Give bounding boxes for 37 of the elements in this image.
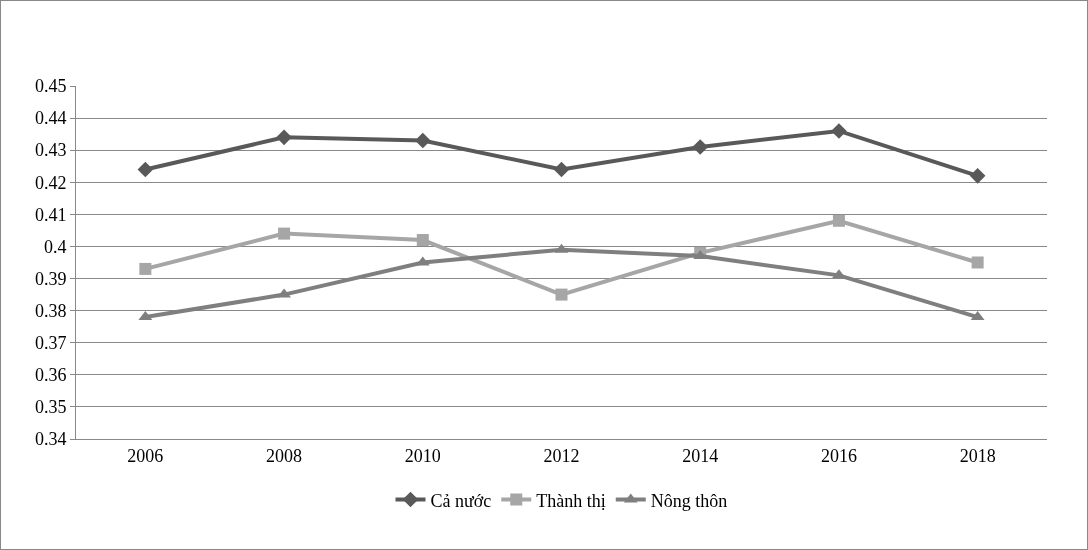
x-tick-label: 2016 — [820, 445, 857, 466]
x-tick-label: 2014 — [682, 445, 719, 466]
point — [832, 269, 846, 279]
legend-label: Cả nước — [430, 490, 492, 511]
legend-label: Nông thôn — [650, 490, 728, 511]
point — [831, 123, 847, 139]
point — [414, 132, 431, 149]
y-tick-label: 0.36 — [34, 365, 67, 386]
point — [971, 256, 984, 269]
x-tick-label: 2006 — [127, 445, 164, 466]
legend-label: Thành thị — [536, 490, 606, 511]
point — [139, 262, 152, 275]
y-tick-label: 0.41 — [34, 204, 67, 225]
point — [416, 234, 429, 247]
y-tick-label: 0.38 — [34, 300, 67, 321]
point — [692, 139, 709, 155]
x-tick-label: 2008 — [266, 445, 303, 466]
point — [553, 161, 570, 178]
y-tick-label: 0.43 — [34, 140, 67, 161]
y-tick-label: 0.39 — [34, 268, 67, 289]
point — [137, 161, 154, 178]
x-tick-label: 2018 — [959, 445, 996, 466]
x-tick-label: 2012 — [543, 445, 580, 466]
y-tick-label: 0.35 — [34, 397, 67, 418]
y-tick-label: 0.37 — [34, 333, 67, 354]
y-tick-label: 0.4 — [43, 236, 67, 257]
point — [278, 227, 291, 240]
x-tick-label: 2010 — [404, 445, 441, 466]
point — [276, 129, 292, 146]
point — [277, 288, 291, 298]
point — [969, 168, 986, 184]
y-tick-label: 0.34 — [34, 429, 67, 450]
point — [555, 288, 568, 301]
point — [832, 214, 845, 227]
y-tick-label: 0.45 — [34, 76, 67, 97]
y-tick-label: 0.42 — [34, 172, 67, 193]
y-tick-label: 0.44 — [34, 108, 67, 129]
